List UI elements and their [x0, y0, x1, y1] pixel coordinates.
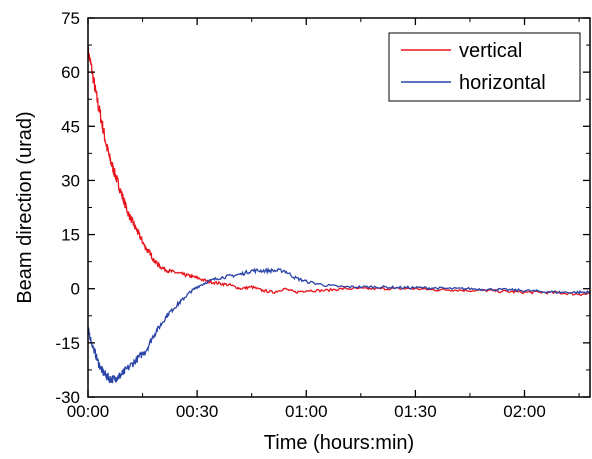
x-tick-label: 00:30	[176, 402, 219, 421]
legend-label-vertical: vertical	[459, 40, 522, 62]
x-axis-tick-labels: 00:00 00:30 01:00 01:30 02:00	[67, 402, 546, 421]
series-line-horizontal	[88, 266, 590, 384]
y-tick-label: 0	[71, 280, 80, 299]
legend-label-horizontal: horizontal	[459, 72, 546, 94]
x-tick-label: 02:00	[503, 402, 546, 421]
legend-box	[388, 32, 581, 102]
x-tick-label: 00:00	[67, 402, 110, 421]
x-tick-label: 01:00	[285, 402, 328, 421]
x-axis-title: Time (hours:min)	[264, 432, 414, 454]
y-axis-title: Beam direction (urad)	[14, 111, 36, 303]
series-line-vertical	[88, 46, 590, 297]
y-tick-label: 75	[61, 9, 80, 28]
series-layer	[88, 46, 590, 384]
x-tick-label: 01:30	[394, 402, 437, 421]
y-tick-label: 30	[61, 171, 80, 190]
y-axis-tick-labels: -30 -15 0 15 30 45 60 75	[55, 9, 80, 407]
y-tick-label: -30	[55, 388, 80, 407]
y-tick-label: 60	[61, 63, 80, 82]
y-tick-label: 15	[61, 226, 80, 245]
y-tick-label: -15	[55, 334, 80, 353]
y-tick-label: 45	[61, 117, 80, 136]
axis-ticks	[87, 17, 590, 398]
legend: vertical horizontal	[388, 32, 581, 102]
